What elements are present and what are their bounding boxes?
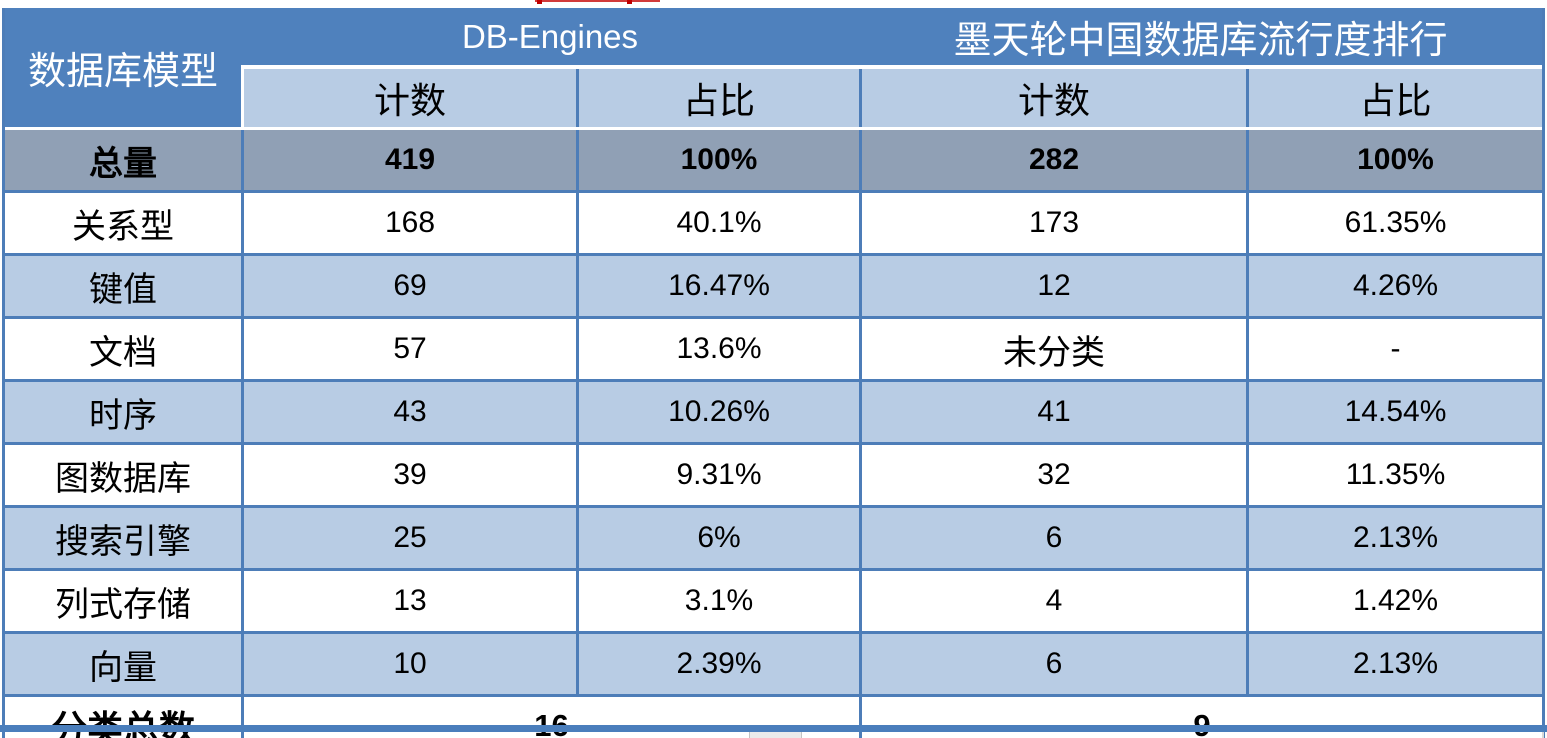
data-row: 文档 57 13.6% 未分类 -	[5, 316, 1542, 379]
data-row: 时序 43 10.26% 41 14.54%	[5, 379, 1542, 442]
row-label: 图数据库	[5, 445, 241, 505]
mo-share-cell: 14.54%	[1246, 382, 1542, 442]
data-row: 搜索引擎 25 6% 6 2.13%	[5, 505, 1542, 568]
mo-count-cell: 12	[859, 256, 1246, 316]
db-share-cell: 10.26%	[576, 382, 859, 442]
table-bottom-border	[0, 725, 1547, 732]
row-label: 总量	[5, 130, 241, 190]
row-label: 时序	[5, 382, 241, 442]
db-share-cell: 13.6%	[576, 319, 859, 379]
database-model-comparison-table: 数据库模型 DB-Engines 墨天轮中国数据库流行度排行 计数 占比 计数 …	[2, 8, 1545, 738]
red-underline-artifact	[535, 0, 660, 2]
mo-count-cell: 32	[859, 445, 1246, 505]
cropped-fragment	[1542, 732, 1544, 738]
row-label: 向量	[5, 634, 241, 694]
sub-header-db-count: 计数	[241, 69, 576, 127]
db-share-cell: 100%	[576, 130, 859, 190]
db-share-cell: 3.1%	[576, 571, 859, 631]
mo-share-cell: 61.35%	[1246, 193, 1542, 253]
data-row: 关系型 168 40.1% 173 61.35%	[5, 190, 1542, 253]
red-tick-artifact	[627, 0, 632, 4]
db-count-cell: 168	[241, 193, 576, 253]
mo-share-cell: 2.13%	[1246, 634, 1542, 694]
group-header-db-engines: DB-Engines	[461, 17, 639, 55]
group-header-motianlun: 墨天轮中国数据库流行度排行	[953, 20, 1448, 62]
db-count-cell: 419	[241, 130, 576, 190]
header-separator	[5, 65, 1542, 69]
data-row: 图数据库 39 9.31% 32 11.35%	[5, 442, 1542, 505]
db-count-cell: 69	[241, 256, 576, 316]
data-row: 键值 69 16.47% 12 4.26%	[5, 253, 1542, 316]
row-label: 文档	[5, 319, 241, 379]
db-share-cell: 40.1%	[576, 193, 859, 253]
red-tick-artifact	[537, 0, 542, 4]
db-count-cell: 57	[241, 319, 576, 379]
db-count-cell: 39	[241, 445, 576, 505]
mo-share-cell: 2.13%	[1246, 508, 1542, 568]
mo-count-cell: 6	[859, 508, 1246, 568]
db-count-cell: 43	[241, 382, 576, 442]
mo-count-cell: 41	[859, 382, 1246, 442]
mo-share-cell: 1.42%	[1246, 571, 1542, 631]
mo-count-cell: 173	[859, 193, 1246, 253]
db-share-cell: 9.31%	[576, 445, 859, 505]
group-header-band: DB-Engines 墨天轮中国数据库流行度排行	[5, 8, 1542, 65]
mo-count-cell: 4	[859, 571, 1246, 631]
db-count-cell: 25	[241, 508, 576, 568]
data-row: 向量 10 2.39% 6 2.13%	[5, 631, 1542, 694]
db-share-cell: 2.39%	[576, 634, 859, 694]
sub-header-db-share: 占比	[576, 69, 859, 127]
sub-header-mo-count: 计数	[859, 69, 1246, 127]
row-label: 键值	[5, 256, 241, 316]
mo-share-cell: 4.26%	[1246, 256, 1542, 316]
db-count-cell: 10	[241, 634, 576, 694]
mo-share-cell: 11.35%	[1246, 445, 1542, 505]
row-label: 关系型	[5, 193, 241, 253]
corner-header-cell: 数据库模型	[5, 8, 241, 127]
db-share-cell: 16.47%	[576, 256, 859, 316]
mo-count-cell: 6	[859, 634, 1246, 694]
mo-share-cell: -	[1246, 319, 1542, 379]
total-row: 总量 419 100% 282 100%	[5, 127, 1542, 190]
table-body: 总量 419 100% 282 100% 关系型 168 40.1% 173 61.35% 键值 69…	[5, 127, 1542, 694]
cropped-fragment	[749, 732, 802, 738]
db-count-cell: 13	[241, 571, 576, 631]
mo-count-cell: 未分类	[859, 319, 1246, 379]
row-label: 搜索引擎	[5, 508, 241, 568]
row-label: 列式存储	[5, 571, 241, 631]
sub-header-mo-share: 占比	[1246, 69, 1542, 127]
data-row: 列式存储 13 3.1% 4 1.42%	[5, 568, 1542, 631]
mo-count-cell: 282	[859, 130, 1246, 190]
mo-share-cell: 100%	[1246, 130, 1542, 190]
db-share-cell: 6%	[576, 508, 859, 568]
